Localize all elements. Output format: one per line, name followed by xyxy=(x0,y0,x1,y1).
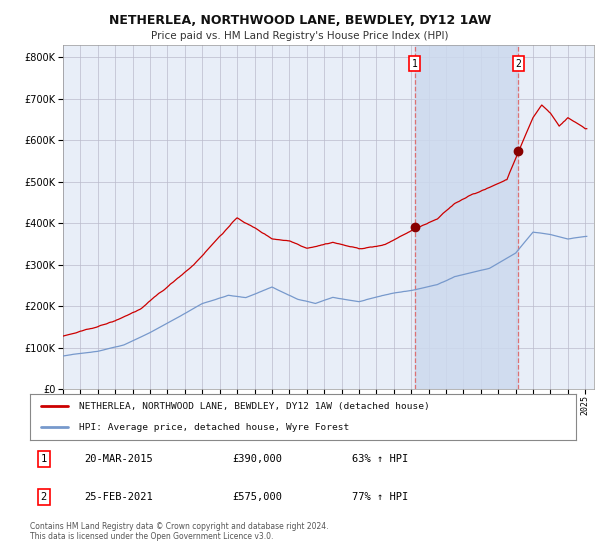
Text: 20-MAR-2015: 20-MAR-2015 xyxy=(85,454,154,464)
Text: 77% ↑ HPI: 77% ↑ HPI xyxy=(352,492,409,502)
Text: NETHERLEA, NORTHWOOD LANE, BEWDLEY, DY12 1AW: NETHERLEA, NORTHWOOD LANE, BEWDLEY, DY12… xyxy=(109,14,491,27)
Text: 1: 1 xyxy=(412,59,418,68)
Text: 25-FEB-2021: 25-FEB-2021 xyxy=(85,492,154,502)
Text: 1: 1 xyxy=(41,454,47,464)
Text: £390,000: £390,000 xyxy=(232,454,282,464)
Text: 63% ↑ HPI: 63% ↑ HPI xyxy=(352,454,409,464)
Text: 2: 2 xyxy=(41,492,47,502)
Text: HPI: Average price, detached house, Wyre Forest: HPI: Average price, detached house, Wyre… xyxy=(79,423,349,432)
Text: NETHERLEA, NORTHWOOD LANE, BEWDLEY, DY12 1AW (detached house): NETHERLEA, NORTHWOOD LANE, BEWDLEY, DY12… xyxy=(79,402,430,410)
Text: Price paid vs. HM Land Registry's House Price Index (HPI): Price paid vs. HM Land Registry's House … xyxy=(151,31,449,41)
Text: £575,000: £575,000 xyxy=(232,492,282,502)
Bar xyxy=(415,45,518,389)
Text: Contains HM Land Registry data © Crown copyright and database right 2024.
This d: Contains HM Land Registry data © Crown c… xyxy=(30,522,329,542)
Text: 2: 2 xyxy=(515,59,521,68)
